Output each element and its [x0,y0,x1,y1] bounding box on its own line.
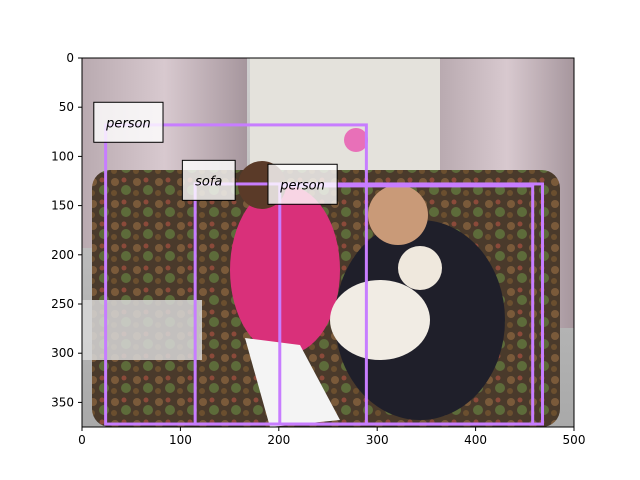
detection-boxes [104,123,545,426]
detection-label-box [267,163,338,205]
x-tick-label: 300 [366,433,389,447]
detection-label-sofa: sofa [195,174,222,189]
y-tick-label: 350 [51,395,74,409]
photo [82,58,574,427]
dog-shape [330,280,430,360]
y-tick-label: 300 [51,346,74,360]
detection-label-person: person [105,116,151,131]
y-tick-label: 250 [51,297,74,311]
y-tick-label: 0 [66,51,74,65]
detection-labels: person sofa person [93,101,338,205]
blanket [82,300,202,360]
x-tick-label: 0 [78,433,86,447]
y-tick-label: 100 [51,149,74,163]
x-tick-label: 400 [464,433,487,447]
x-tick-label: 500 [563,433,586,447]
dog-head [398,246,442,290]
detection-label-person: person [279,178,325,193]
child-shape [230,185,340,355]
x-tick-label: 200 [267,433,290,447]
y-axis: 0 50 100 150 200 250 300 350 [51,51,82,409]
man-head [368,185,428,245]
laptop [245,338,340,427]
x-axis: 0 100 200 300 400 500 [78,427,585,447]
detection-label-box [181,159,236,201]
y-tick-label: 50 [59,100,74,114]
toy [344,128,368,152]
x-tick-label: 100 [169,433,192,447]
y-tick-label: 200 [51,248,74,262]
y-tick-label: 150 [51,199,74,213]
axes-frame [81,57,575,428]
detection-box-person [278,184,535,426]
detection-label-box [93,101,164,143]
